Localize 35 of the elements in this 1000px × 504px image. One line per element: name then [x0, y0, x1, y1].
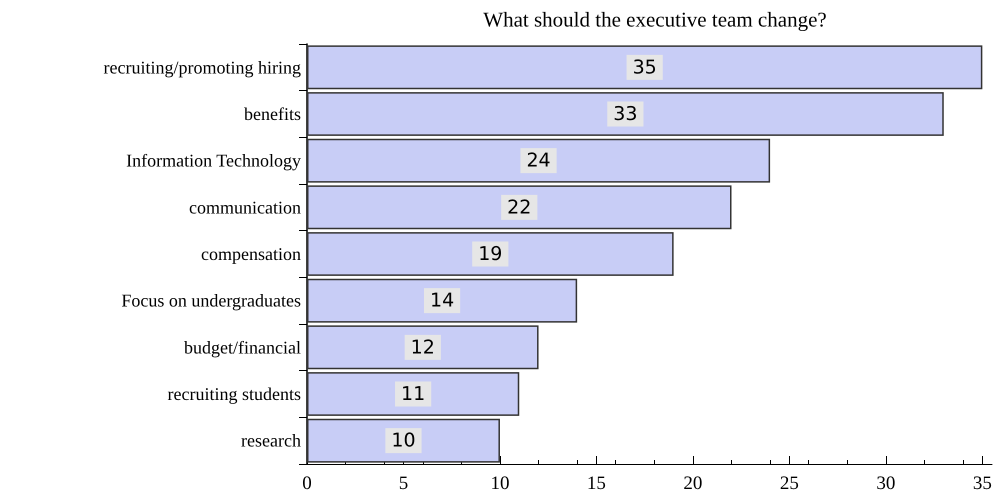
chart-title: What should the executive team change? — [483, 8, 827, 32]
x-tick-label: 30 — [876, 473, 896, 494]
y-tick-label: recruiting students — [168, 384, 301, 404]
x-tick-label: 25 — [780, 473, 799, 494]
bar — [307, 278, 578, 323]
data-label: 35 — [632, 56, 657, 78]
y-tick-label: Information Technology — [126, 150, 301, 171]
bar — [307, 45, 982, 90]
x-tick-label: 35 — [972, 473, 992, 494]
y-tick-label: research — [241, 430, 301, 451]
data-label: 22 — [507, 196, 532, 218]
bar — [307, 372, 520, 416]
x-tick-label: 20 — [683, 473, 702, 494]
bar — [307, 185, 732, 230]
data-label: 11 — [401, 383, 426, 405]
bar — [307, 92, 944, 136]
y-tick-label: Focus on undergraduates — [121, 290, 301, 311]
x-tick-label: 0 — [302, 473, 312, 494]
y-tick-label: communication — [189, 197, 301, 218]
data-label: 14 — [430, 290, 454, 312]
bar — [307, 232, 674, 276]
x-tick-label: 10 — [490, 473, 510, 494]
y-tick-label: compensation — [201, 244, 301, 264]
bar — [307, 325, 539, 370]
y-tick-label: budget/financial — [184, 337, 301, 358]
y-tick-label: benefits — [244, 104, 301, 124]
data-label: 24 — [526, 150, 551, 172]
bar — [307, 138, 770, 183]
x-tick-label: 15 — [586, 473, 606, 494]
data-label: 33 — [613, 103, 638, 125]
data-label: 10 — [391, 430, 416, 452]
data-label: 12 — [410, 336, 435, 358]
data-label: 19 — [478, 243, 502, 265]
y-tick-label: recruiting/promoting hiring — [104, 57, 301, 78]
x-tick-label: 5 — [398, 473, 408, 494]
